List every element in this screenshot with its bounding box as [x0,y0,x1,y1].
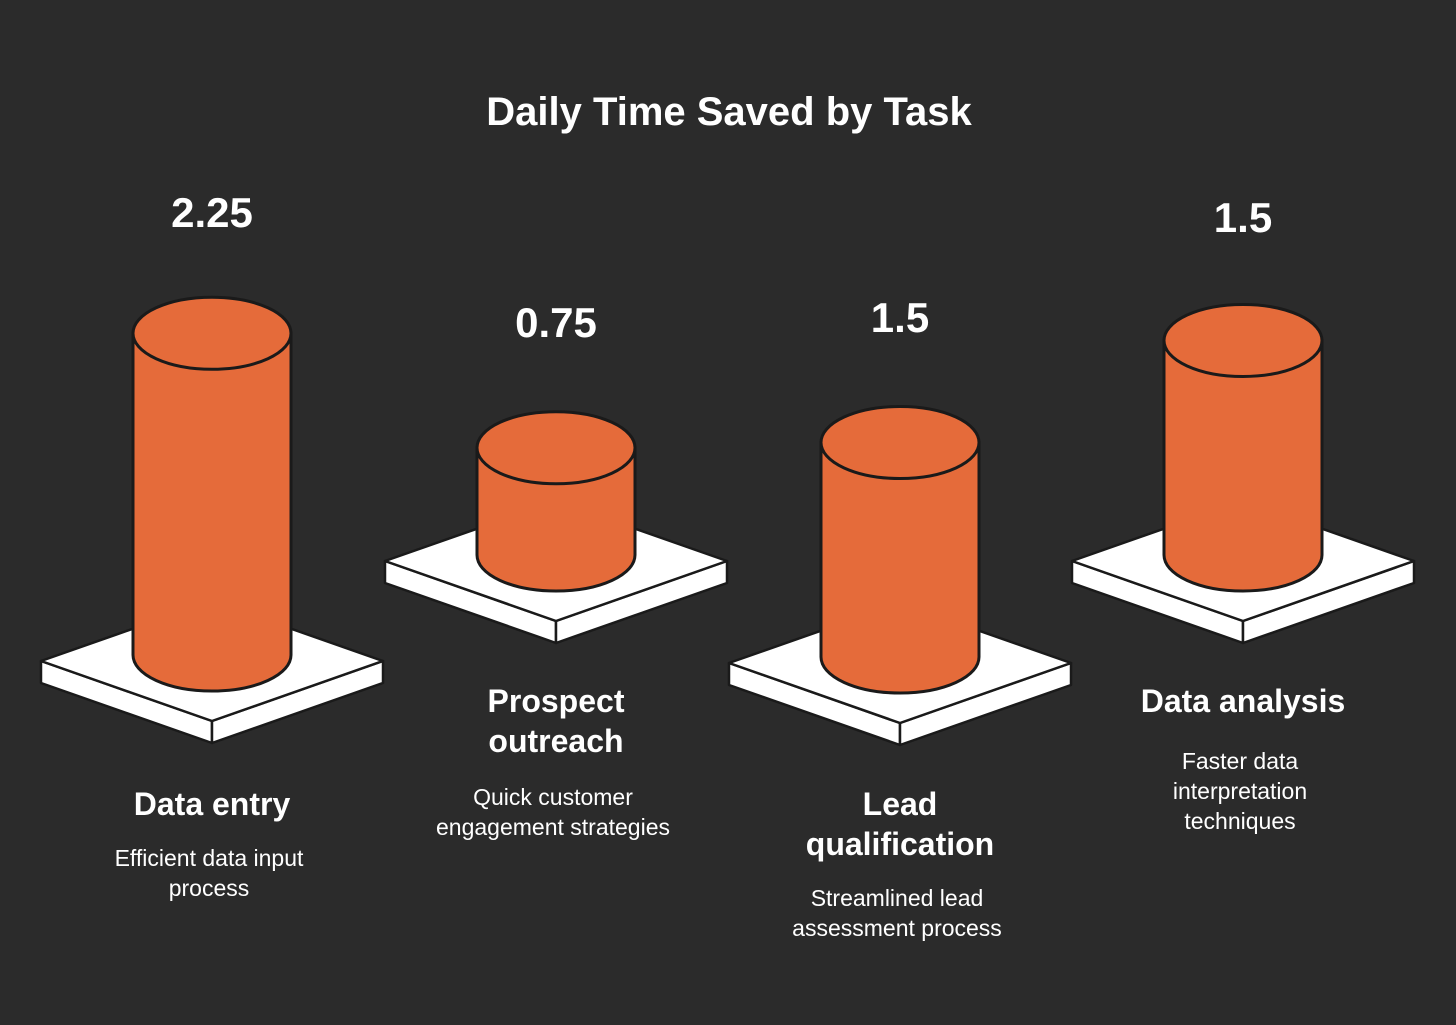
bar-group: 2.25 Data entry Efficient data input proces… [39,189,385,901]
category-label: Lead [863,786,938,822]
bar-cylinder-top [819,405,981,480]
category-label: Data analysis [1141,683,1346,719]
category-description: interpretation [1173,778,1307,804]
bar-cylinder-body [1162,339,1324,593]
bar-group: 1.5 Data analysis Faster data interpretatio… [1070,194,1416,834]
category-description: assessment process [792,915,1002,941]
chart-title: Daily Time Saved by Task [486,90,972,134]
data-label: 2.25 [171,189,253,236]
category-description: Streamlined lead [811,885,984,911]
category-description: techniques [1184,808,1295,834]
category-label: outreach [488,723,623,759]
bar-cylinder-body [819,441,981,695]
category-description: Faster data [1182,748,1299,774]
bar-cylinder-top [131,295,293,371]
category-label: qualification [806,826,994,862]
category-description: engagement strategies [436,814,670,840]
category-label: Prospect [488,683,625,719]
data-label: 0.75 [515,299,597,346]
bar-group: 1.5 Lead qualification Streamlined lead asse… [727,294,1073,941]
category-description: process [169,875,250,901]
bar-cylinder-top [475,410,637,486]
bars-layer: 2.25 Data entry Efficient data input proces… [39,189,1416,941]
bar-cylinder-body [475,446,637,593]
data-label: 1.5 [871,294,929,341]
category-label: Data entry [134,786,291,822]
bar-group: 0.75 Prospect outreach Quick customer engage… [383,299,729,840]
category-description: Efficient data input [115,845,304,871]
category-description: Quick customer [473,784,633,810]
data-label: 1.5 [1214,194,1272,241]
bar-cylinder-top [1162,303,1324,378]
bar-cylinder-body [131,331,293,693]
